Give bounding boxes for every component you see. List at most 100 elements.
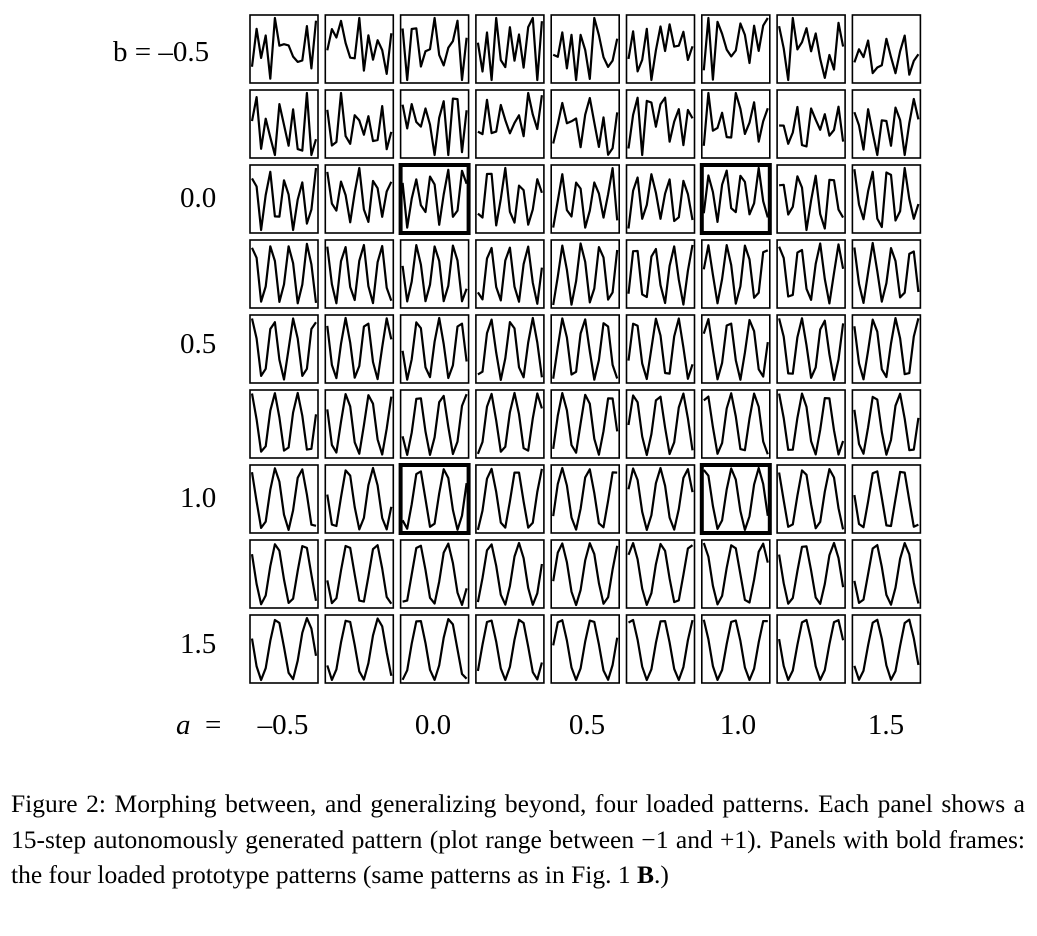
panel-frame [249,239,319,309]
figure-2: b = –0.5 0.0 0.5 1.0 1.5 a = –0.5 0.0 0.… [113,14,922,741]
panel-frame [700,539,771,609]
pattern-line [476,245,543,305]
panel-frame [249,389,319,459]
panel-frame [475,464,545,534]
pattern-line [853,541,920,606]
pattern-panel [776,14,846,84]
panel-frame [776,239,846,309]
panel-frame [249,164,319,234]
panel-frame [700,314,771,384]
pattern-line [702,244,769,305]
panel-frame [249,89,319,159]
pattern-line [251,167,318,232]
panel-frame [324,239,395,309]
panel-frame [776,314,846,384]
pattern-panel [399,389,470,459]
axis-equals: = [205,709,222,741]
pattern-line [401,16,468,82]
panel-frame [399,539,470,609]
pattern-line [779,105,845,148]
pattern-line [702,16,769,81]
pattern-line [853,241,920,304]
panel-frame [776,164,846,234]
pattern-line [552,466,618,531]
pattern-panel [324,164,395,234]
pattern-panel [249,539,319,609]
pattern-panel [399,314,470,384]
pattern-line [251,242,318,305]
pattern-line [703,392,769,455]
panel-frame [550,539,621,609]
pattern-line [853,97,920,157]
pattern-panel [776,89,846,159]
col-label-a-0.0: 0.0 [414,709,452,741]
pattern-panel [700,539,771,609]
pattern-panel [700,389,771,459]
pattern-panel [475,614,545,684]
panel-frame [249,464,319,534]
panel-frame [550,89,621,159]
pattern-line [702,542,769,606]
pattern-panel [475,89,545,159]
pattern-line [853,34,920,76]
pattern-panel [550,614,621,684]
panel-frame [324,89,395,159]
pattern-panel [851,614,922,684]
panel-frame [550,164,621,234]
pattern-panel [550,389,621,459]
panel-frame [324,614,395,684]
pattern-panel [324,314,395,384]
pattern-panel [324,239,395,309]
pattern-panel [324,89,395,159]
pattern-line [326,466,393,531]
pattern-line [853,317,920,381]
pattern-panel [625,464,696,534]
pattern-panel [249,89,319,159]
pattern-panel [324,464,395,534]
panel-frame [324,539,395,609]
pattern-line [477,316,543,381]
panel-frame [399,14,470,84]
pattern-panel [851,539,922,609]
panel-frame [550,389,621,459]
panel-frame [475,539,545,609]
pattern-panel [550,539,621,609]
pattern-line [627,96,694,157]
pattern-line [552,619,619,682]
caption-text-end: .) [654,860,669,889]
panel-frame [324,314,395,384]
pattern-line [778,317,845,381]
panel-frame [776,539,846,609]
panel-frame [776,389,846,459]
pattern-line [250,91,318,157]
panel-frame [324,464,395,534]
panel-frame [625,539,696,609]
pattern-panel [324,614,395,684]
pattern-line [250,467,317,532]
pattern-line [853,166,920,229]
pattern-panel [475,14,545,84]
axis-var-a: a [176,709,191,741]
prototype-panel [699,163,772,235]
panel-frame [625,464,696,534]
panel-frame [475,89,545,159]
pattern-panel [851,464,922,534]
pattern-panel [700,614,771,684]
col-label-a-1.0: 1.0 [719,709,757,741]
pattern-line [326,166,393,224]
row-label-b-1.0: 1.0 [180,482,217,514]
pattern-panel [324,539,395,609]
panel-frame [851,89,922,159]
col-label-a-1.5: 1.5 [867,709,905,741]
pattern-line [401,97,468,157]
panel-frame [776,14,846,84]
panel-frame [851,164,922,234]
panel-frame [700,239,771,309]
panel-frame [249,14,319,84]
panel-frame [399,314,470,384]
panel-frame [399,239,470,309]
pattern-panel [550,89,621,159]
panel-frame [550,614,621,684]
pattern-panel [776,239,846,309]
panel-frame [776,464,846,534]
